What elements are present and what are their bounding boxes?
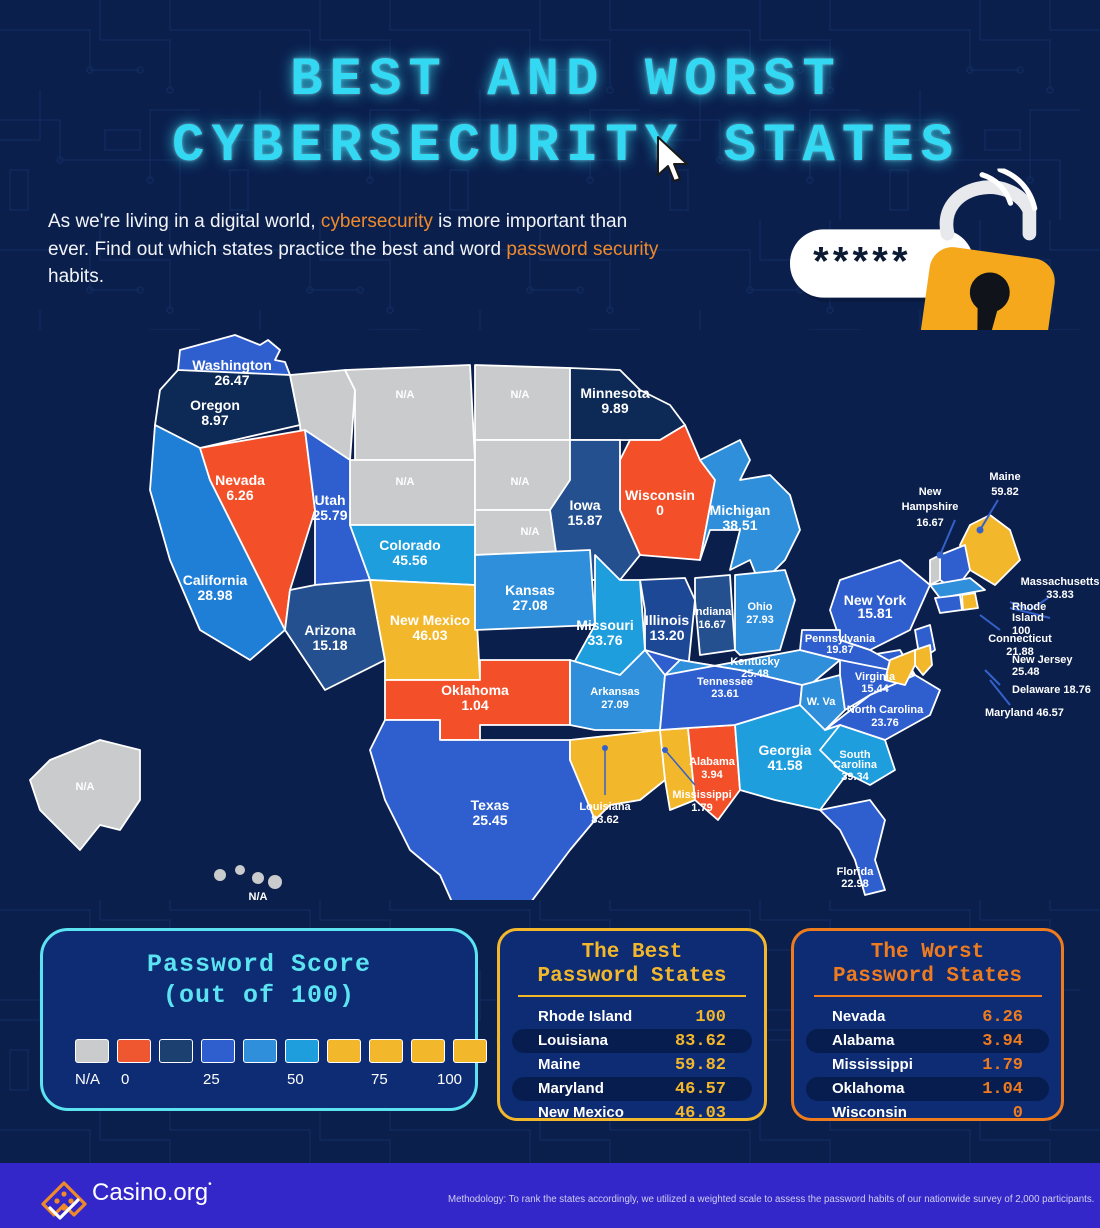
svg-text:Maryland 46.57: Maryland 46.57 [985, 707, 1064, 719]
svg-text:Florida: Florida [837, 866, 875, 878]
svg-text:6.26: 6.26 [226, 487, 253, 503]
svg-text:California: California [183, 572, 248, 588]
svg-text:1.79: 1.79 [691, 802, 712, 814]
svg-text:27.08: 27.08 [512, 597, 547, 613]
svg-text:33.76: 33.76 [587, 632, 622, 648]
svg-text:Louisiana: Louisiana [579, 801, 631, 813]
svg-text:41.58: 41.58 [767, 757, 802, 773]
svg-text:8.97: 8.97 [201, 412, 228, 428]
svg-text:New: New [919, 486, 942, 498]
svg-text:N/A: N/A [396, 476, 415, 488]
svg-text:Oklahoma: Oklahoma [441, 682, 509, 698]
svg-text:19.87: 19.87 [826, 644, 854, 656]
svg-text:0: 0 [656, 502, 664, 518]
svg-text:Arizona: Arizona [304, 622, 356, 638]
svg-text:16.67: 16.67 [916, 517, 944, 529]
svg-text:Kansas: Kansas [505, 582, 555, 598]
svg-text:North Carolina: North Carolina [847, 704, 924, 716]
svg-text:N/A: N/A [396, 389, 415, 401]
svg-text:Mississippi: Mississippi [672, 789, 731, 801]
svg-text:Carolina: Carolina [833, 759, 878, 771]
svg-text:Island: Island [1012, 612, 1044, 624]
svg-text:Ohio: Ohio [747, 601, 772, 613]
svg-text:Indiana: Indiana [693, 606, 732, 618]
svg-text:39.34: 39.34 [841, 771, 869, 783]
svg-text:15.44: 15.44 [861, 683, 889, 695]
svg-text:27.93: 27.93 [746, 614, 774, 626]
svg-text:23.61: 23.61 [711, 688, 739, 700]
svg-text:13.20: 13.20 [649, 627, 684, 643]
svg-text:Hampshire: Hampshire [902, 501, 959, 513]
svg-text:Delaware 18.76: Delaware 18.76 [1012, 684, 1091, 696]
svg-text:Minnesota: Minnesota [580, 385, 649, 401]
svg-text:N/A: N/A [511, 389, 530, 401]
svg-text:27.09: 27.09 [601, 699, 629, 711]
svg-text:N/A: N/A [249, 891, 268, 900]
svg-text:15.81: 15.81 [857, 605, 892, 621]
svg-text:15.87: 15.87 [567, 512, 602, 528]
svg-text:Maine: Maine [989, 471, 1020, 483]
svg-text:46.03: 46.03 [412, 627, 447, 643]
svg-text:Colorado: Colorado [379, 537, 440, 553]
svg-text:Oregon: Oregon [190, 397, 240, 413]
svg-text:Utah: Utah [314, 492, 345, 508]
svg-text:25.48: 25.48 [1012, 666, 1040, 678]
svg-text:25.48: 25.48 [741, 668, 769, 680]
svg-text:New Mexico: New Mexico [390, 612, 470, 628]
svg-text:Kentucky: Kentucky [730, 656, 780, 668]
svg-text:Connecticut: Connecticut [988, 633, 1052, 645]
svg-text:N/A: N/A [521, 526, 540, 538]
svg-text:15.18: 15.18 [312, 637, 347, 653]
svg-text:Alabama: Alabama [689, 756, 736, 768]
svg-text:45.56: 45.56 [392, 552, 427, 568]
svg-text:Illinois: Illinois [645, 612, 690, 628]
svg-text:W. Va: W. Va [807, 696, 837, 708]
svg-text:Nevada: Nevada [215, 472, 265, 488]
svg-text:9.89: 9.89 [601, 400, 628, 416]
svg-text:16.67: 16.67 [698, 619, 726, 631]
svg-text:Massachusetts: Massachusetts [1021, 576, 1100, 588]
svg-text:Michigan: Michigan [710, 502, 771, 518]
svg-text:Virginia: Virginia [855, 671, 896, 683]
svg-text:25.45: 25.45 [472, 812, 507, 828]
svg-text:59.82: 59.82 [991, 486, 1019, 498]
svg-text:83.62: 83.62 [591, 814, 619, 826]
svg-text:Arkansas: Arkansas [590, 686, 640, 698]
svg-text:28.98: 28.98 [197, 587, 232, 603]
svg-text:22.98: 22.98 [841, 878, 869, 890]
svg-text:3.94: 3.94 [701, 769, 723, 781]
svg-text:Texas: Texas [471, 797, 510, 813]
svg-text:N/A: N/A [76, 781, 95, 793]
svg-text:Washington: Washington [192, 357, 272, 373]
svg-text:38.51: 38.51 [722, 517, 757, 533]
svg-text:Missouri: Missouri [576, 617, 634, 633]
svg-text:N/A: N/A [511, 476, 530, 488]
svg-text:25.79: 25.79 [312, 507, 347, 523]
svg-text:1.04: 1.04 [461, 697, 488, 713]
svg-text:26.47: 26.47 [214, 372, 249, 388]
svg-text:Georgia: Georgia [759, 742, 812, 758]
svg-text:23.76: 23.76 [871, 717, 899, 729]
svg-text:Wisconsin: Wisconsin [625, 487, 695, 503]
svg-text:33.83: 33.83 [1046, 589, 1074, 601]
svg-text:Iowa: Iowa [569, 497, 600, 513]
svg-text:New Jersey: New Jersey [1012, 654, 1073, 666]
